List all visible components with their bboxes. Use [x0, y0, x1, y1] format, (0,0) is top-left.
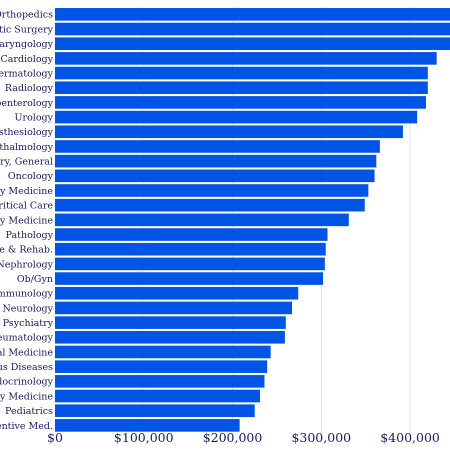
bar	[55, 125, 403, 139]
category-label: Critical Care	[0, 201, 53, 212]
x-tick-label: $400,000	[380, 430, 440, 445]
bar	[55, 301, 292, 315]
bar	[55, 316, 286, 329]
x-tick-labels: $0 $100,000 $200,000 $300,000 $400,000	[47, 430, 440, 445]
bar	[55, 286, 299, 300]
category-label: eventive Med.	[0, 421, 53, 432]
bar	[55, 242, 326, 256]
bar	[55, 110, 418, 124]
bar	[55, 213, 349, 227]
category-label: Neurology	[2, 303, 53, 314]
category-label: Dermatology	[0, 68, 54, 79]
bar	[55, 140, 380, 153]
x-tick-label: $0	[47, 430, 63, 445]
category-label: Urology	[15, 113, 54, 124]
bar	[55, 66, 428, 80]
category-label: tolaryngology	[0, 39, 54, 50]
x-tick-label: $300,000	[291, 430, 351, 445]
category-label: Pediatrics	[5, 406, 53, 417]
bar	[55, 272, 324, 285]
category-label: Pathology	[6, 230, 54, 241]
category-label: & Immunology	[0, 289, 54, 300]
category-label: mily Medicine	[0, 391, 53, 402]
bar	[55, 184, 369, 197]
bar	[55, 198, 365, 212]
category-label: ncy Medicine	[0, 186, 53, 197]
category-label: Endocrinology	[0, 377, 54, 388]
bar	[55, 389, 261, 403]
category-label: Psychiatry	[3, 318, 54, 329]
bar	[55, 404, 255, 417]
category-label: troenterology	[0, 98, 54, 109]
bar	[55, 154, 377, 168]
category-label: Ob/Gyn	[17, 274, 53, 285]
bar	[55, 52, 437, 65]
bar	[55, 228, 328, 241]
x-tick-label: $100,000	[114, 430, 174, 445]
category-label: ous Diseases	[0, 362, 53, 373]
bar	[55, 419, 240, 432]
bar	[55, 96, 427, 109]
bar	[55, 257, 325, 271]
category-label: Cardiology	[0, 54, 53, 65]
category-label: rnal Medicine	[0, 347, 53, 358]
bar	[55, 360, 268, 373]
category-labels: Orthopedics lastic Surgery tolaryngology Ca…	[0, 10, 54, 432]
category-label: phthalmology	[0, 142, 54, 153]
category-label: ine & Rehab.	[0, 245, 53, 256]
bar-layer	[55, 8, 450, 432]
category-label: Orthopedics	[0, 10, 53, 21]
category-label: lastic Surgery	[0, 24, 54, 35]
bar	[55, 345, 271, 359]
category-label: gery, General	[0, 157, 53, 168]
category-label: nary Medicine	[0, 215, 53, 226]
bar	[55, 37, 450, 50]
category-label: Oncology	[8, 171, 54, 182]
bar	[55, 331, 285, 344]
bar	[55, 8, 450, 21]
bar	[55, 81, 428, 95]
x-tick-label: $200,000	[203, 430, 263, 445]
category-label: Radiology	[5, 83, 54, 94]
bar	[55, 22, 450, 36]
category-label: nesthesiology	[0, 127, 54, 138]
bar	[55, 375, 265, 388]
category-label: Nephrology	[0, 259, 54, 270]
category-label: theumatology	[0, 333, 54, 344]
bar	[55, 169, 375, 183]
